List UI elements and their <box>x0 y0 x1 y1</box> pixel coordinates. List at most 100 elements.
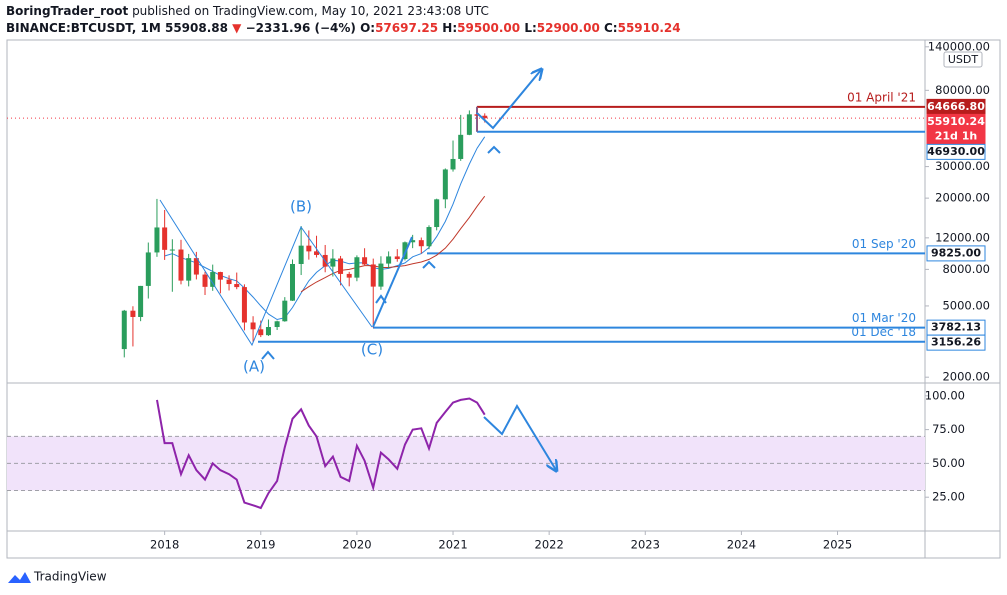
currency: USDT <box>948 53 979 66</box>
y-tick-label: 8000.00 <box>942 262 990 276</box>
candle-body <box>346 273 352 278</box>
candle-body <box>226 279 232 285</box>
wave-label: (C) <box>361 341 383 359</box>
candle-body <box>282 300 288 322</box>
price-box <box>926 245 986 262</box>
symbol: BINANCE:BTCUSDT, 1M <box>6 21 161 35</box>
rsi-tick-label: 50.00 <box>932 456 965 470</box>
y-tick-label: 30000.00 <box>935 159 990 173</box>
level-date: 01 Dec '18 <box>851 325 916 339</box>
candle-body <box>210 272 216 287</box>
x-tick-label: 2024 <box>727 538 756 552</box>
price-label: 3782.13 <box>931 321 981 334</box>
level-date: 01 Mar '20 <box>852 311 916 325</box>
c: 55910.24 <box>617 21 681 35</box>
candle-body <box>138 285 144 317</box>
candle-body <box>338 258 344 274</box>
y-tick-label: 20000.00 <box>935 191 990 205</box>
o: 57697.25 <box>375 21 439 35</box>
x-tick-label: 2020 <box>342 538 371 552</box>
price-label: 46930.00 <box>927 145 985 158</box>
rsi-tick-label: 25.00 <box>932 490 965 504</box>
candle-body <box>354 257 360 278</box>
o-label: O: <box>360 21 376 35</box>
drawings <box>159 70 556 470</box>
y-tick-label: 140000.00 <box>928 39 990 53</box>
candle-body <box>482 115 488 119</box>
chevron <box>261 350 275 360</box>
y-tick-label: 5000.00 <box>942 298 990 312</box>
candle-body <box>426 227 432 247</box>
h-label: H: <box>442 21 458 35</box>
candle-body <box>474 114 480 116</box>
h: 59500.00 <box>457 21 521 35</box>
price-label: 3156.26 <box>931 336 981 349</box>
candle-body <box>306 245 312 252</box>
countdown: 21d 1h <box>935 129 978 142</box>
candle-body <box>402 242 408 260</box>
candle-body <box>458 134 464 159</box>
candle-body <box>442 169 448 200</box>
candle-body <box>378 263 384 287</box>
arrow: ▼ <box>232 21 242 35</box>
c-label: C: <box>603 21 618 35</box>
wave-lines <box>159 199 373 347</box>
price-label: 64666.80 <box>927 100 985 113</box>
candle-body <box>162 227 168 250</box>
impulse-line <box>372 236 413 328</box>
candle-body <box>394 256 400 260</box>
candle-body <box>265 327 271 336</box>
candle-body <box>258 329 264 336</box>
brand-logo <box>8 572 31 583</box>
frame <box>6 39 1001 559</box>
chevron <box>487 145 501 154</box>
last: 55908.88 <box>164 21 228 35</box>
rsi-tick-label: 75.00 <box>932 422 965 436</box>
chevron <box>375 294 387 304</box>
level-date: 01 Sep '20 <box>852 237 916 251</box>
candle-body <box>186 258 192 281</box>
rsi-projection <box>483 403 556 470</box>
candle-body <box>217 272 223 280</box>
projection-arrow <box>476 70 541 130</box>
background-layer: 140000.00 80000.00 30000.00 20000.00 12000.0… <box>7 39 990 552</box>
change: −2331.96 (−4%) <box>245 21 356 35</box>
price-box <box>926 143 986 160</box>
published: published on TradingView.com, May 10, 20… <box>132 4 489 18</box>
candle-body <box>169 249 175 251</box>
x-tick-label: 2025 <box>823 538 852 552</box>
rsi-line <box>156 397 486 510</box>
candle-body <box>250 322 256 330</box>
rsi-tick-label: 100.00 <box>925 388 965 402</box>
candle-body <box>434 199 440 228</box>
candle-body <box>130 310 136 317</box>
l-label: L: <box>524 21 537 35</box>
header: BoringTrader_root published on TradingVi… <box>6 3 681 37</box>
price-label: 55910.24 <box>927 115 985 128</box>
x-tick-label: 2021 <box>438 538 467 552</box>
candle-body <box>450 158 456 170</box>
candle-body <box>370 264 376 287</box>
candle-body <box>121 310 127 350</box>
brand: TradingView <box>8 570 107 584</box>
l: 52900.00 <box>536 21 600 35</box>
wave-label: (B) <box>290 198 312 216</box>
candle-body <box>330 258 336 267</box>
x-tick-label: 2023 <box>631 538 660 552</box>
candle-body <box>202 274 208 287</box>
price-label: 9825.00 <box>931 246 981 259</box>
chevron <box>422 260 436 269</box>
level-date: 01 April '21 <box>847 90 916 104</box>
candle-body <box>298 245 304 264</box>
candle-body <box>145 252 151 286</box>
brand-name: TradingView <box>33 570 107 584</box>
x-tick-label: 2019 <box>246 538 275 552</box>
candle-body <box>234 284 240 288</box>
candle-body <box>193 258 199 275</box>
candle-body <box>362 257 368 265</box>
candle-body <box>241 287 247 323</box>
publisher: BoringTrader_root <box>6 4 129 18</box>
candle-body <box>466 114 472 135</box>
moving-average <box>300 195 486 293</box>
